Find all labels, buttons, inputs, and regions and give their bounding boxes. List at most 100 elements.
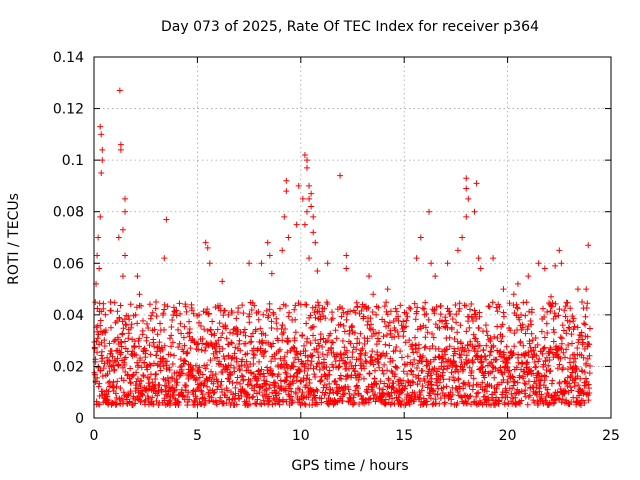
data-point bbox=[486, 303, 493, 310]
data-point bbox=[404, 391, 411, 398]
data-point bbox=[107, 307, 114, 314]
data-point bbox=[316, 342, 323, 349]
data-point bbox=[532, 334, 539, 341]
data-point bbox=[182, 358, 189, 365]
data-point bbox=[216, 320, 223, 327]
data-point bbox=[304, 164, 311, 171]
data-point bbox=[251, 302, 258, 309]
data-point bbox=[528, 309, 535, 316]
data-point bbox=[219, 330, 226, 337]
data-point bbox=[251, 352, 258, 359]
data-point bbox=[510, 291, 517, 298]
data-point bbox=[397, 348, 404, 355]
data-point bbox=[493, 385, 500, 392]
data-point bbox=[265, 312, 272, 319]
data-point bbox=[249, 394, 256, 401]
data-point bbox=[564, 374, 571, 381]
data-point bbox=[442, 351, 449, 358]
data-point bbox=[220, 312, 227, 319]
data-point bbox=[427, 390, 434, 397]
data-point bbox=[117, 141, 124, 148]
data-point bbox=[477, 354, 484, 361]
data-point bbox=[170, 352, 177, 359]
data-point bbox=[489, 368, 496, 375]
data-point bbox=[520, 375, 527, 382]
data-point bbox=[584, 333, 591, 340]
data-point bbox=[400, 333, 407, 340]
data-point bbox=[351, 392, 358, 399]
data-point bbox=[543, 366, 550, 373]
data-point bbox=[313, 386, 320, 393]
data-point bbox=[579, 298, 586, 305]
data-point bbox=[171, 387, 178, 394]
data-point bbox=[372, 398, 379, 405]
data-point bbox=[290, 359, 297, 366]
data-point bbox=[322, 315, 329, 322]
data-point bbox=[556, 361, 563, 368]
data-point bbox=[209, 372, 216, 379]
data-point bbox=[272, 355, 279, 362]
data-point bbox=[547, 346, 554, 353]
data-point bbox=[372, 367, 379, 374]
data-point bbox=[193, 375, 200, 382]
data-point bbox=[216, 343, 223, 350]
data-point bbox=[285, 337, 292, 344]
data-point bbox=[257, 371, 264, 378]
data-point bbox=[376, 364, 383, 371]
data-point bbox=[482, 353, 489, 360]
data-point bbox=[95, 234, 102, 241]
data-point bbox=[541, 344, 548, 351]
data-point bbox=[482, 356, 489, 363]
data-point bbox=[455, 345, 462, 352]
data-point bbox=[244, 350, 251, 357]
data-point bbox=[393, 344, 400, 351]
data-point bbox=[457, 340, 464, 347]
data-point bbox=[453, 319, 460, 326]
data-point bbox=[166, 335, 173, 342]
data-point bbox=[283, 361, 290, 368]
data-point bbox=[283, 398, 290, 405]
data-point bbox=[120, 398, 127, 405]
data-point bbox=[341, 344, 348, 351]
data-point bbox=[491, 389, 498, 396]
data-point bbox=[451, 335, 458, 342]
data-point bbox=[94, 374, 101, 381]
data-point bbox=[461, 348, 468, 355]
data-point bbox=[462, 381, 469, 388]
data-point bbox=[198, 387, 205, 394]
data-point bbox=[339, 398, 346, 405]
data-point bbox=[292, 354, 299, 361]
data-point bbox=[360, 375, 367, 382]
data-point bbox=[145, 380, 152, 387]
data-point bbox=[517, 400, 524, 407]
data-point bbox=[380, 370, 387, 377]
data-point bbox=[356, 371, 363, 378]
data-point bbox=[286, 381, 293, 388]
data-point bbox=[324, 375, 331, 382]
data-point bbox=[124, 391, 131, 398]
data-point bbox=[323, 384, 330, 391]
data-point bbox=[356, 401, 363, 408]
data-point bbox=[243, 358, 250, 365]
data-point bbox=[559, 322, 566, 329]
data-point bbox=[220, 353, 227, 360]
data-point bbox=[448, 369, 455, 376]
data-point bbox=[369, 357, 376, 364]
data-point bbox=[315, 354, 322, 361]
data-point bbox=[568, 399, 575, 406]
data-point bbox=[396, 390, 403, 397]
data-point bbox=[327, 330, 334, 337]
data-point bbox=[160, 355, 167, 362]
data-point bbox=[464, 400, 471, 407]
data-point bbox=[147, 362, 154, 369]
data-point bbox=[551, 329, 558, 336]
data-point bbox=[210, 390, 217, 397]
data-point bbox=[331, 399, 338, 406]
data-point bbox=[270, 340, 277, 347]
data-point bbox=[310, 323, 317, 330]
data-point bbox=[427, 358, 434, 365]
data-point bbox=[354, 384, 361, 391]
data-point bbox=[437, 395, 444, 402]
data-point bbox=[388, 389, 395, 396]
data-point bbox=[470, 317, 477, 324]
